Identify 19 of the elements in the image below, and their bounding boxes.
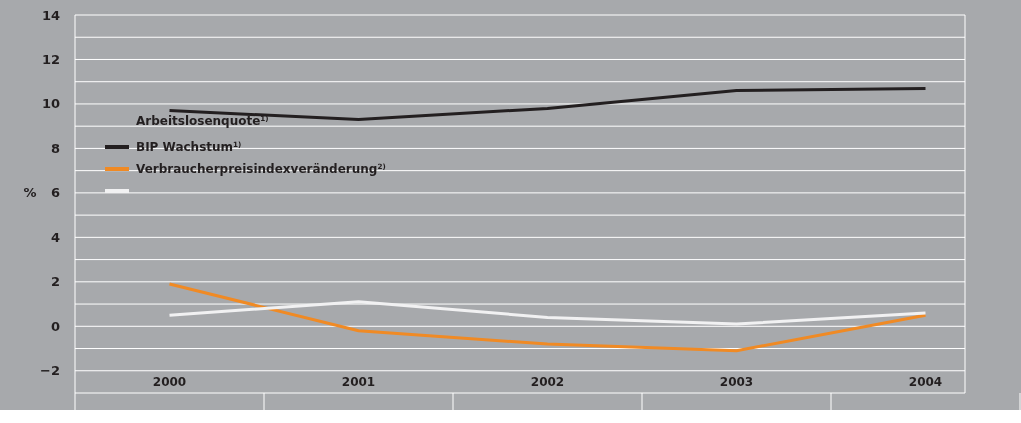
- y-tick-label: 14: [41, 7, 60, 23]
- x-tick-label: 2002: [530, 375, 565, 389]
- y-axis-title: %: [23, 185, 37, 201]
- y-tick-label: 8: [50, 140, 60, 156]
- line-series: [168, 282, 927, 353]
- x-tick-label: 2000: [152, 375, 187, 389]
- x-tick-label: 2001: [341, 375, 376, 389]
- y-tick-label: 12: [41, 52, 60, 68]
- line-series: [168, 300, 927, 326]
- y-tick-label: 10: [41, 96, 60, 112]
- annotation: Arbeitslosenquote$^{1)}$: [136, 113, 269, 128]
- y-tick-label: 2: [50, 274, 60, 290]
- x-tick-label: 2003: [719, 375, 754, 389]
- y-tick-label: 6: [50, 185, 60, 201]
- y-tick-label: 0: [50, 318, 60, 334]
- legend-label: Verbraucherpreisindexveränderung$^{2)}$: [136, 161, 386, 176]
- x-tick-label: 2004: [908, 375, 943, 389]
- y-tick-label: 4: [50, 229, 60, 245]
- y-tick-label: −2: [40, 363, 60, 379]
